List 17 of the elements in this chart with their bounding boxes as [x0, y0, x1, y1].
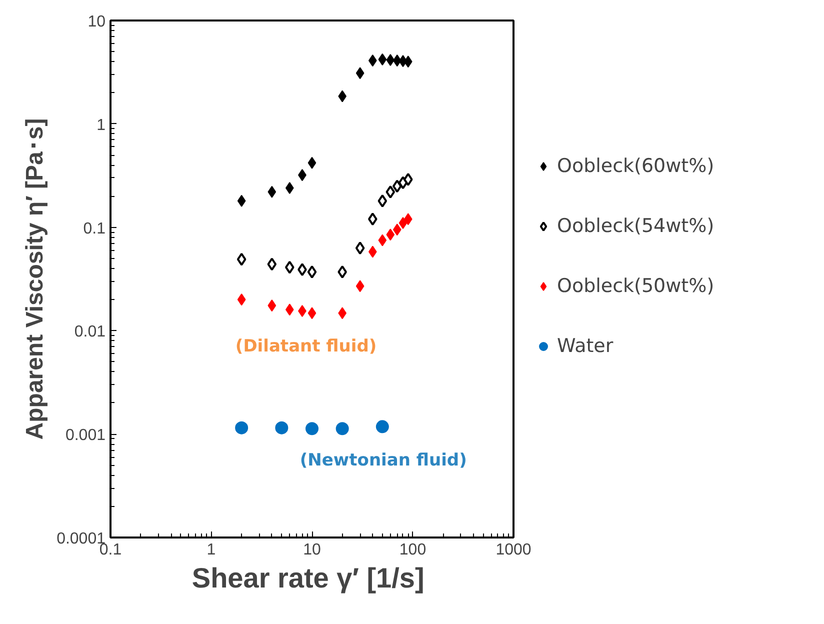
y-tick-label: 0.1: [83, 220, 106, 238]
x-tick-label: 1000: [496, 542, 532, 558]
y-tick-label: 0.01: [74, 324, 106, 341]
legend-label: Oobleck(50wt%): [557, 275, 714, 297]
x-tick-label: 10: [303, 542, 321, 558]
y-tick-label: 0.001: [65, 427, 106, 444]
y-tick-label: 10: [88, 14, 106, 30]
legend-label: Oobleck(54wt%): [557, 215, 714, 237]
annotation: (Dilatant fluid): [235, 336, 377, 357]
x-tick-label: 1: [206, 542, 216, 558]
annotation: (Newtonian fluid): [300, 450, 467, 470]
x-axis-title: Shear rate γ′ [1/s]: [192, 562, 424, 594]
legend-label: Oobleck(60wt%): [557, 155, 714, 177]
y-tick-label: 1: [96, 116, 106, 134]
x-tick-label: 100: [399, 542, 426, 558]
legend-label: Water: [557, 335, 614, 357]
y-axis-title: Apparent Viscosity η′ [Pa･s]: [22, 118, 49, 440]
